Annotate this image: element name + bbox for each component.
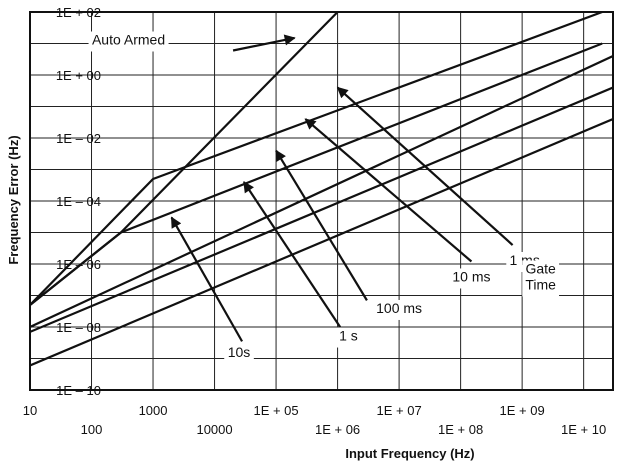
- series-lines: [30, 12, 613, 367]
- series-line-10s: [30, 117, 613, 367]
- plot-frame: [29, 11, 614, 391]
- y-tick-label: 1E – 02: [56, 131, 101, 146]
- annotation-arrow: [242, 181, 342, 328]
- annotation-1s: 1 s: [242, 181, 364, 348]
- annotation-label: 100 ms: [376, 300, 422, 316]
- y-tick-label: 1E + 00: [56, 68, 101, 83]
- annotation-arrow: [304, 118, 473, 263]
- x-tick-label: 1E + 08: [438, 422, 483, 437]
- annotation-arrow: [170, 216, 244, 342]
- x-tick-label: 10: [23, 403, 37, 418]
- annotation-auto-armed: Auto Armed: [88, 31, 296, 52]
- x-tick-label: 1E + 07: [377, 403, 422, 418]
- y-axis-title: Frequency Error (Hz): [6, 135, 21, 264]
- y-tick-label: 1E – 04: [56, 194, 101, 209]
- annotation-arrow: [336, 86, 514, 246]
- annotation-label: Time: [525, 276, 556, 292]
- annotation-10s: 10s: [170, 216, 254, 365]
- x-tick-label: 1E + 06: [315, 422, 360, 437]
- annotation-label: Gate: [525, 260, 556, 276]
- y-tick-label: 1E + 02: [56, 5, 101, 20]
- annotation-arrow: [232, 34, 296, 52]
- x-tick-label: 1E + 10: [561, 422, 606, 437]
- x-tick-label: 1E + 05: [253, 403, 298, 418]
- annotation-10ms: 10 ms: [304, 118, 494, 289]
- y-tick-label: 1E – 10: [56, 383, 101, 398]
- annotation-label: 1 s: [339, 328, 358, 344]
- annotation-label-background: [333, 327, 364, 348]
- x-tick-label: 10000: [196, 422, 232, 437]
- series-line-1-ms: [30, 12, 603, 306]
- series-line-10-ms: [30, 42, 603, 306]
- annotation-label-background: [224, 344, 254, 365]
- y-tick-label: 1E – 06: [56, 257, 101, 272]
- x-axis-title: Input Frequency (Hz): [345, 446, 474, 461]
- x-tick-label: 100: [81, 422, 103, 437]
- annotation-label-background: [373, 299, 425, 320]
- annotation-100ms: 100 ms: [275, 149, 425, 320]
- tick-labels: 10 100 1000 10000 1E + 05 1E + 06 1E + 07 1E + …: [23, 5, 606, 437]
- series-line-100-ms: [30, 55, 613, 328]
- annotation-1ms: 1 ms: [336, 86, 544, 272]
- annotation-label: 10s: [228, 344, 251, 360]
- annotation-label-background: [88, 31, 169, 52]
- series-line-1-s: [30, 86, 613, 333]
- annotation-label-background: [522, 260, 560, 297]
- annotation-label: Auto Armed: [92, 32, 165, 48]
- grid: [29, 11, 613, 391]
- x-tick-label: 1000: [139, 403, 168, 418]
- y-tick-label: 1E – 08: [56, 320, 101, 335]
- x-tick-label: 1E + 09: [500, 403, 545, 418]
- annotation-arrow: [275, 149, 368, 301]
- annotation-label: 10 ms: [452, 268, 490, 284]
- annotation-label-background: [449, 268, 494, 289]
